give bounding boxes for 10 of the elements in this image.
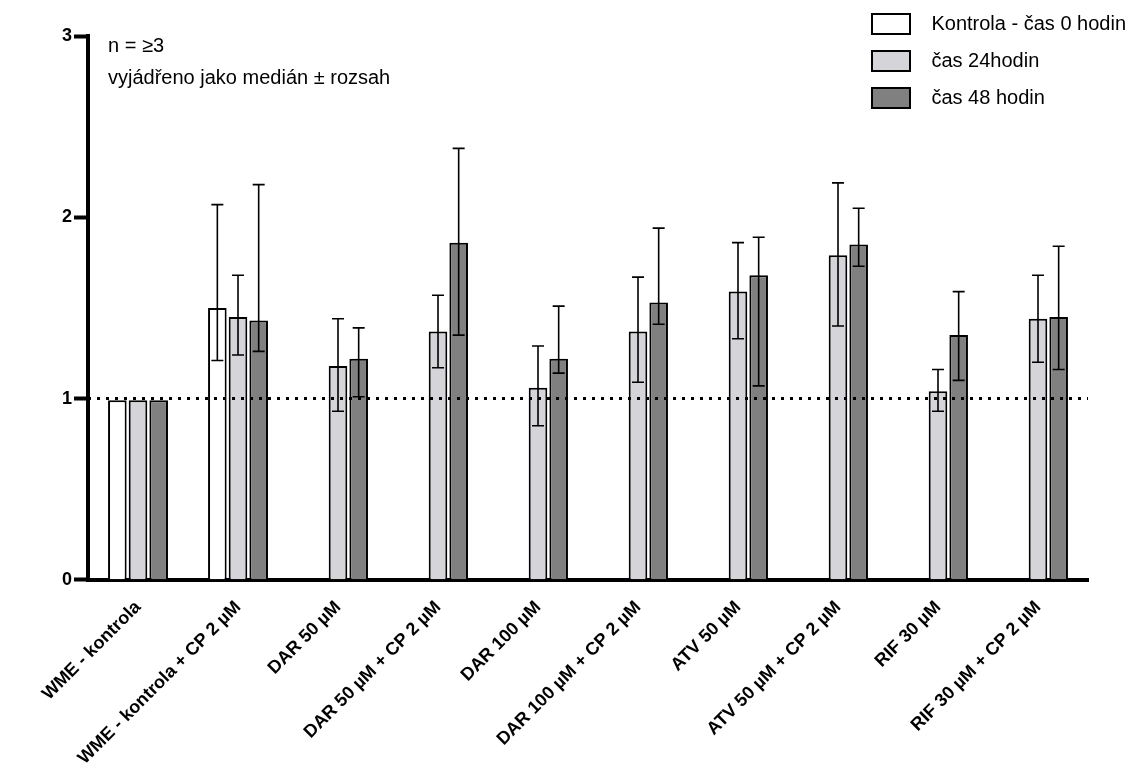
x-tick-label: RIF 30 µM [870, 596, 945, 671]
legend-label: čas 24hodin [931, 49, 1040, 72]
annotation: vyjádřeno jako medián ± rozsah [108, 65, 391, 88]
legend-label: čas 48 hodin [931, 86, 1045, 109]
y-tick-label: 3 [62, 24, 73, 45]
legend-label: Kontrola - čas 0 hodin [931, 12, 1126, 35]
y-tick-label: 1 [62, 387, 73, 408]
y-tick-label: 0 [62, 568, 73, 589]
y-tick-label: 2 [62, 206, 73, 227]
annotation: n = ≥3 [108, 33, 165, 56]
